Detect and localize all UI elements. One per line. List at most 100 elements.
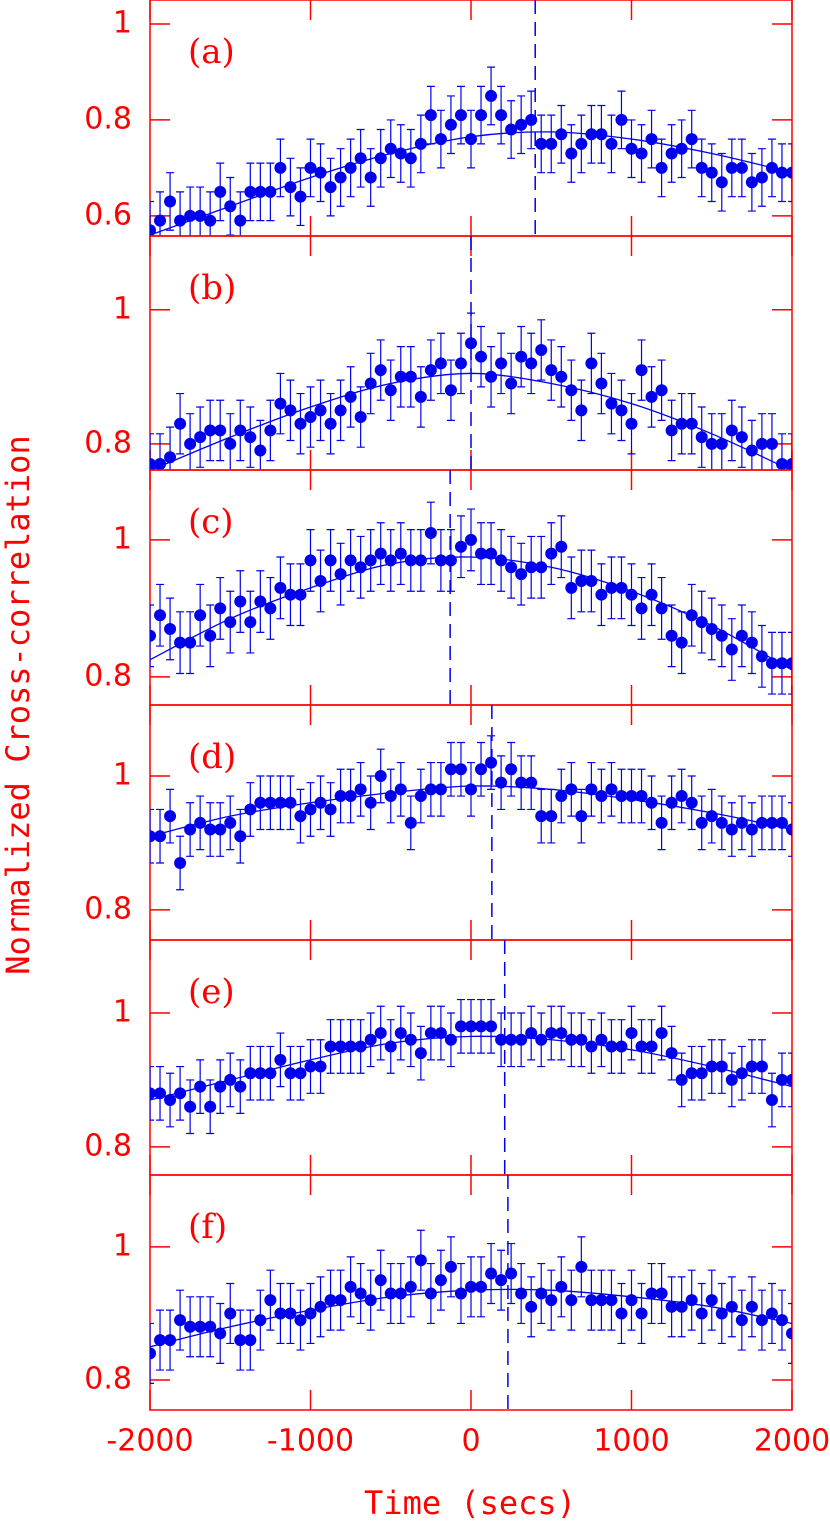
- y-tick-label: 1: [113, 521, 132, 556]
- data-point: [745, 823, 758, 836]
- data-point: [595, 377, 608, 390]
- data-point: [705, 622, 718, 635]
- panel-frame: [149, 469, 793, 706]
- data-point: [164, 1094, 177, 1107]
- data-point: [505, 377, 518, 390]
- data-point: [705, 166, 718, 179]
- y-tick-label: 0.8: [84, 425, 132, 460]
- data-point: [354, 1040, 367, 1053]
- data-point: [404, 1280, 417, 1293]
- data-point: [685, 609, 698, 622]
- data-point: [695, 1307, 708, 1320]
- data-point: [394, 783, 407, 796]
- data-point: [786, 166, 792, 179]
- data-point: [164, 1334, 177, 1347]
- data-point: [444, 1033, 457, 1046]
- data-point: [595, 588, 608, 601]
- data-point: [595, 790, 608, 803]
- data-point: [585, 1040, 598, 1053]
- data-point: [555, 790, 568, 803]
- panel-frame: [149, 704, 793, 941]
- data-point: [324, 1294, 337, 1307]
- data-point: [274, 796, 287, 809]
- fit-curve: [150, 785, 792, 837]
- data-point: [475, 1020, 488, 1033]
- data-point: [324, 803, 337, 816]
- data-point: [414, 137, 427, 150]
- data-point: [585, 574, 598, 587]
- data-point: [434, 1027, 447, 1040]
- data-point: [755, 171, 768, 184]
- data-point: [545, 547, 558, 560]
- data-point: [424, 1027, 437, 1040]
- data-point: [545, 364, 558, 377]
- data-point: [274, 1053, 287, 1066]
- data-point: [214, 823, 227, 836]
- data-point: [665, 147, 678, 160]
- data-point: [424, 364, 437, 377]
- data-point: [655, 602, 668, 615]
- data-point: [475, 763, 488, 776]
- data-point: [394, 1287, 407, 1300]
- data-point: [715, 176, 728, 189]
- data-point: [314, 404, 327, 417]
- data-point: [725, 823, 738, 836]
- data-point: [565, 581, 578, 594]
- data-point: [555, 540, 568, 553]
- error-bar: [788, 631, 792, 695]
- data-point: [224, 816, 237, 829]
- data-point: [695, 161, 708, 174]
- data-point: [324, 1040, 337, 1053]
- fit-curve: [150, 1035, 792, 1101]
- data-point: [150, 1087, 156, 1100]
- data-point: [635, 147, 648, 160]
- data-point: [625, 1027, 638, 1040]
- fit-curve: [150, 131, 792, 236]
- data-point: [705, 437, 718, 450]
- data-point: [665, 1300, 678, 1313]
- x-tick-label: 2000: [754, 1424, 830, 1459]
- data-point: [434, 783, 447, 796]
- data-point: [174, 1087, 187, 1100]
- data-point: [675, 636, 688, 649]
- data-point: [786, 657, 792, 670]
- fit-curve: [150, 556, 792, 671]
- data-point: [334, 1294, 347, 1307]
- data-point: [555, 1280, 568, 1293]
- data-point: [655, 1287, 668, 1300]
- data-point: [635, 1040, 648, 1053]
- data-point: [475, 1280, 488, 1293]
- data-point: [535, 810, 548, 823]
- data-point: [194, 431, 207, 444]
- data-point: [465, 783, 477, 796]
- data-point: [535, 1033, 548, 1046]
- data-point: [184, 1320, 197, 1333]
- data-point: [515, 118, 528, 131]
- data-point: [735, 1314, 748, 1327]
- data-point: [244, 616, 257, 629]
- data-point: [755, 1060, 768, 1073]
- data-point: [374, 769, 387, 782]
- data-point: [344, 554, 357, 567]
- data-point: [555, 128, 568, 141]
- data-point: [224, 616, 237, 629]
- data-point: [150, 1347, 156, 1360]
- data-point: [515, 1033, 528, 1046]
- data-point: [154, 609, 167, 622]
- data-point: [725, 643, 738, 656]
- error-bar: [150, 200, 154, 236]
- data-point: [244, 1334, 257, 1347]
- data-point: [454, 1020, 467, 1033]
- data-point: [485, 370, 498, 383]
- data-point: [515, 776, 528, 789]
- data-point: [645, 390, 658, 403]
- y-tick-label: 1: [113, 994, 132, 1029]
- data-point: [374, 152, 387, 165]
- data-point: [675, 142, 688, 155]
- panel-label: (c): [188, 502, 234, 542]
- data-point: [725, 161, 738, 174]
- data-point: [384, 142, 397, 155]
- data-point: [374, 364, 387, 377]
- data-point: [615, 113, 628, 126]
